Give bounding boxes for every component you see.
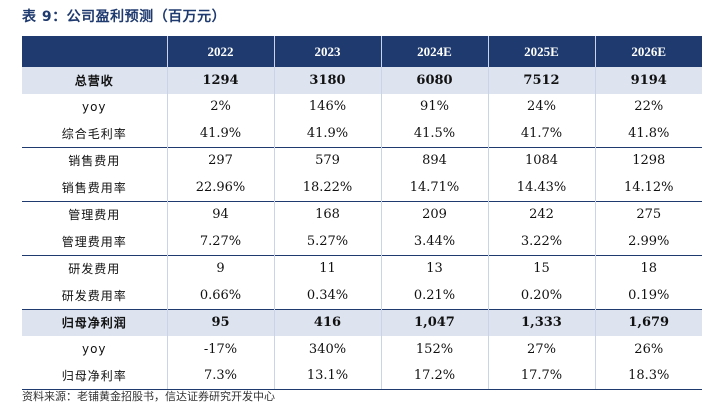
table-cell: 0.66% [166, 282, 274, 309]
row-label: 管理费用率 [61, 234, 127, 249]
table-cell: 0.20% [487, 282, 595, 309]
table-cell: 22.96% [166, 174, 274, 201]
row-label: 归母净利润 [22, 308, 167, 336]
header-cell-2025e: 2025E [487, 36, 595, 67]
table-cell: 5.27% [273, 228, 381, 255]
table-cell: 41.8% [594, 120, 702, 147]
table-cell: 41.5% [380, 120, 488, 147]
header-cell-2022: 2022 [166, 36, 274, 67]
table-cell: 168 [273, 200, 381, 228]
table-cell: 2% [166, 93, 274, 120]
table-cell: 3.44% [380, 228, 488, 255]
table-title: 表 9：公司盈利预测（百万元） [22, 9, 227, 25]
table-cell: 17.7% [487, 362, 595, 390]
table-cell: 13.1% [273, 362, 381, 390]
table-row: 管理费用 94 168 209 242 275 [22, 200, 702, 228]
table-cell: 579 [273, 146, 381, 174]
source-note: 资料来源：老铺黄金招股书，信达证券研究开发中心 [22, 390, 275, 403]
table-cell: 9194 [594, 67, 702, 94]
table-cell: 14.71% [380, 174, 488, 201]
header-cell-2024e: 2024E [380, 36, 488, 67]
row-label: yoy [81, 342, 107, 357]
row-label: yoy [81, 99, 107, 114]
profit-forecast-table: 2022 2023 2024E 2025E 2026E 总营收 1294 318… [22, 36, 702, 390]
table-cell: -17% [166, 336, 274, 363]
table-cell: 146% [273, 93, 381, 120]
table-cell: 340% [273, 336, 381, 363]
table-cell: 0.21% [380, 282, 488, 309]
table-cell: 209 [380, 200, 488, 228]
table-cell: 18.3% [594, 362, 702, 390]
row-label: 总营收 [22, 67, 167, 94]
table-cell: 26% [594, 336, 702, 363]
table-cell: 91% [380, 93, 488, 120]
table-row: 研发费用率 0.66% 0.34% 0.21% 0.20% 0.19% [22, 282, 702, 309]
table-cell: 152% [380, 336, 488, 363]
table-cell: 894 [380, 146, 488, 174]
table-cell: 1298 [594, 146, 702, 174]
table-row: 归母净利润 95 416 1,047 1,333 1,679 [22, 308, 702, 336]
table-row: 总营收 1294 3180 6080 7512 9194 [22, 67, 702, 94]
table-cell: 14.43% [487, 174, 595, 201]
row-label: 综合毛利率 [61, 126, 127, 141]
table-cell: 24% [487, 93, 595, 120]
header-cell-label [22, 36, 167, 67]
table-cell: 11 [273, 254, 381, 282]
table-row: 管理费用率 7.27% 5.27% 3.44% 3.22% 2.99% [22, 228, 702, 255]
header-cell-2023: 2023 [273, 36, 381, 67]
table-row: 销售费用率 22.96% 18.22% 14.71% 14.43% 14.12% [22, 174, 702, 201]
table-cell: 13 [380, 254, 488, 282]
table-cell: 0.34% [273, 282, 381, 309]
table-cell: 41.9% [166, 120, 274, 147]
table-cell: 95 [166, 308, 274, 336]
row-label: 研发费用 [22, 254, 167, 282]
table-cell: 2.99% [594, 228, 702, 255]
table-cell: 1084 [487, 146, 595, 174]
table-cell: 3180 [273, 67, 381, 94]
table-row: 归母净利率 7.3% 13.1% 17.2% 17.7% 18.3% [22, 362, 702, 390]
table-row: yoy -17% 340% 152% 27% 26% [22, 336, 702, 363]
row-label: 研发费用率 [61, 288, 127, 303]
table-row: yoy 2% 146% 91% 24% 22% [22, 93, 702, 120]
table-cell: 242 [487, 200, 595, 228]
table-cell: 17.2% [380, 362, 488, 390]
row-label: 销售费用 [22, 146, 167, 174]
table-cell: 14.12% [594, 174, 702, 201]
table-cell: 41.9% [273, 120, 381, 147]
table-cell: 7512 [487, 67, 595, 94]
table-cell: 94 [166, 200, 274, 228]
table-cell: 22% [594, 93, 702, 120]
table-cell: 297 [166, 146, 274, 174]
row-label: 归母净利率 [22, 362, 167, 390]
table-cell: 0.19% [594, 282, 702, 309]
table-cell: 41.7% [487, 120, 595, 147]
table-cell: 1294 [166, 67, 274, 94]
table-row: 研发费用 9 11 13 15 18 [22, 254, 702, 282]
header-cell-2026e: 2026E [594, 36, 702, 67]
table-cell: 1,333 [487, 308, 595, 336]
table-cell: 416 [273, 308, 381, 336]
table-cell: 7.27% [166, 228, 274, 255]
table-cell: 27% [487, 336, 595, 363]
table-cell: 9 [166, 254, 274, 282]
row-label: 销售费用率 [61, 180, 127, 195]
table-row: 综合毛利率 41.9% 41.9% 41.5% 41.7% 41.8% [22, 120, 702, 147]
table-cell: 6080 [380, 67, 488, 94]
table-cell: 7.3% [166, 362, 274, 390]
row-label: 管理费用 [22, 200, 167, 228]
table-cell: 1,679 [594, 308, 702, 336]
table-cell: 18 [594, 254, 702, 282]
table-row: 销售费用 297 579 894 1084 1298 [22, 146, 702, 174]
table-header-row: 2022 2023 2024E 2025E 2026E [22, 36, 702, 67]
table-cell: 15 [487, 254, 595, 282]
table-cell: 275 [594, 200, 702, 228]
table-cell: 1,047 [380, 308, 488, 336]
table-cell: 18.22% [273, 174, 381, 201]
table-cell: 3.22% [487, 228, 595, 255]
